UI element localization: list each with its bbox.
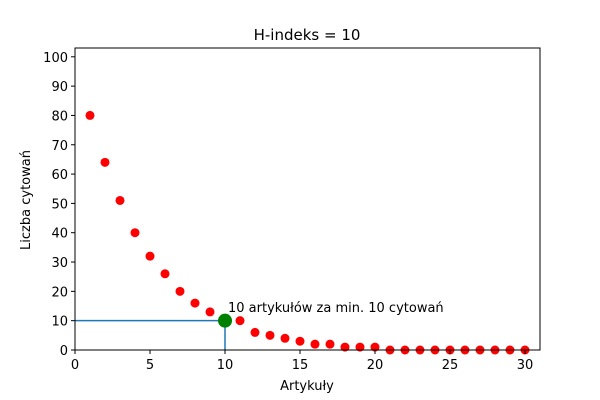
x-tick-label: 5 [146,358,154,373]
data-point [130,228,140,238]
x-axis-label: Artykuły [280,379,334,394]
plot-frame [74,47,541,351]
h-index-point [218,313,232,328]
y-tick-label: 90 [51,80,68,95]
y-tick-label: 100 [43,51,68,66]
data-point [190,298,200,308]
data-point [310,339,320,349]
x-tick-label: 25 [442,358,459,373]
y-tick-label: 60 [51,168,68,183]
data-point [175,286,185,296]
x-axis-ticks: 0 5 10 15 20 25 30 [71,350,533,373]
x-tick-label: 20 [367,358,384,373]
x-tick-label: 0 [71,358,79,373]
y-tick-label: 10 [51,315,68,330]
annotation-text: 10 artykułów za min. 10 cytowań [228,301,444,316]
chart-title: H-indeks = 10 [254,26,361,44]
y-tick-label: 0 [60,344,68,359]
h-index-marker [218,313,232,328]
data-point [235,316,245,326]
y-tick-label: 50 [51,197,68,212]
data-point [370,342,380,352]
data-point [340,342,350,352]
x-tick-label: 10 [217,358,234,373]
x-tick-label: 30 [517,358,534,373]
data-point [145,251,155,261]
y-tick-label: 70 [51,139,68,154]
data-point [205,307,215,317]
data-point [295,336,305,346]
data-point [115,195,125,205]
annotations: 10 artykułów za min. 10 cytowań [228,301,444,316]
data-point [160,269,170,279]
x-tick-label: 15 [292,358,309,373]
data-point [85,110,95,120]
y-tick-label: 20 [51,285,68,300]
y-tick-label: 40 [51,227,68,242]
data-point [355,342,365,352]
y-tick-label: 30 [51,256,68,271]
y-tick-label: 80 [51,109,68,124]
y-axis-label: Liczba cytowań [19,150,34,250]
data-point [280,333,290,343]
data-point [100,157,110,167]
data-point [250,327,260,337]
y-axis-ticks: 0 10 20 30 40 50 60 70 80 90 100 [43,51,75,359]
data-points [85,110,530,355]
data-point [265,330,275,340]
data-point [325,339,335,349]
h-index-guide-lines [75,319,226,350]
